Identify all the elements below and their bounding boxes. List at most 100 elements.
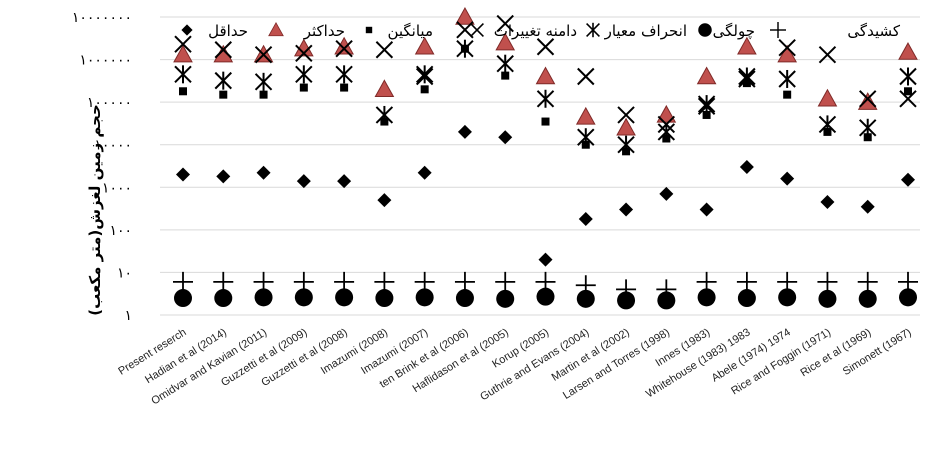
data-point-x [536,38,555,56]
data-point-x [899,90,917,108]
data-point-x [174,35,192,53]
series-diamond [176,124,915,267]
data-point-asterisk [415,65,434,84]
legend: حداقل حداکثر میانگین دامنه تغییرات انحراف مع… [181,21,901,40]
data-point-x [496,14,514,33]
data-point-square [904,87,912,96]
data-point-asterisk [375,105,394,124]
y-tick-label: ۱ [124,308,132,324]
data-point-plus [454,271,475,292]
data-point-circle [858,289,877,308]
legend-marker-diamond [181,24,193,36]
data-point-circle [174,289,192,308]
data-point-x [778,38,796,57]
data-point-asterisk [617,135,635,154]
data-point-x [295,44,313,63]
data-point-diamond [860,199,875,214]
data-point-diamond [619,202,634,217]
data-point-triangle [535,66,556,85]
data-point-plus [535,271,556,292]
data-point-triangle [898,42,918,60]
data-point-asterisk [697,95,716,114]
data-point-circle [657,291,676,310]
data-point-plus [213,271,234,292]
data-point-plus [293,271,314,292]
data-point-triangle [414,36,435,55]
data-point-square [501,71,510,80]
data-point-plus [898,271,918,292]
data-point-asterisk [536,89,555,108]
data-point-plus [173,271,193,292]
data-point-triangle [656,104,677,123]
data-point-diamond [498,130,513,145]
data-point-asterisk [214,71,232,90]
data-point-triangle [857,92,878,110]
data-point-circle [214,289,233,308]
data-point-circle [254,288,273,307]
data-point-triangle [334,36,354,55]
data-point-asterisk [859,118,877,137]
data-point-x [818,46,837,64]
data-point-diamond [578,211,593,226]
data-point-circle [576,289,595,308]
data-point-triangle [495,32,516,51]
data-point-circle [617,291,636,310]
data-point-diamond [739,159,754,174]
data-point-diamond [780,171,795,186]
legend-marker-asterisk [586,22,600,38]
data-point-circle [697,288,716,307]
data-point-diamond [216,169,231,184]
data-point-circle [294,288,313,307]
data-point-plus [414,271,435,292]
legend-item: دامنه تغییرات [470,22,577,40]
x-category-label: Simonett (1967) [841,326,914,378]
data-point-square [783,90,792,99]
data-point-plus [857,271,878,292]
series-plus [173,271,918,300]
data-point-circle [778,288,797,307]
legend-marker-x [470,23,484,37]
data-point-plus [817,271,838,292]
data-point-circle [737,289,756,308]
data-point-square [179,87,187,96]
data-point-asterisk [738,67,756,86]
legend-marker-circle [698,23,712,37]
data-point-plus [736,271,757,292]
data-point-plus [495,271,516,292]
data-point-triangle [213,44,234,63]
y-tick-label: ۱۰۰ [109,223,132,239]
data-point-square [340,83,349,92]
legend-marker-square [365,26,373,34]
data-point-diamond [337,174,352,189]
data-point-triangle [737,36,757,55]
data-point-diamond [901,172,915,187]
legend-item: حداکثر [268,21,345,40]
y-tick-label: ۱۰۰۰۰ [94,138,132,154]
data-point-circle [899,288,917,307]
series-asterisk [174,39,917,154]
data-point-diamond [176,167,190,182]
data-point-triangle [374,79,395,98]
legend-item: حداقل [181,22,248,40]
data-point-asterisk [577,128,595,147]
legend-label: چولگی [713,22,755,40]
data-point-x [335,39,353,58]
data-point-plus [334,271,355,292]
y-tick-label: ۱۰۰۰ [102,180,132,196]
y-axis-ticks: ۱۰۰۰۰۰۰۰ ۱۰۰۰۰۰۰ ۱۰۰۰۰۰ ۱۰۰۰۰ ۱۰۰۰ ۱۰۰ ۱۰ ۱ [72,10,132,324]
data-point-diamond [377,193,392,208]
y-tick-label: ۱۰۰۰۰۰۰ [79,53,132,69]
data-point-square [420,85,429,94]
data-point-asterisk [335,65,353,84]
data-point-asterisk [295,65,313,84]
data-point-x [375,41,394,59]
data-point-asterisk [496,54,514,73]
y-axis-label: حجم زمین لغزش(متر مکعب) [86,104,104,316]
data-point-asterisk [778,69,796,88]
legend-label: کشیدگی [847,22,900,40]
legend-item: انحراف معیار [586,22,687,40]
data-point-circle [335,288,354,307]
legend-label: دامنه تغییرات [494,22,577,40]
data-point-square [702,110,711,119]
